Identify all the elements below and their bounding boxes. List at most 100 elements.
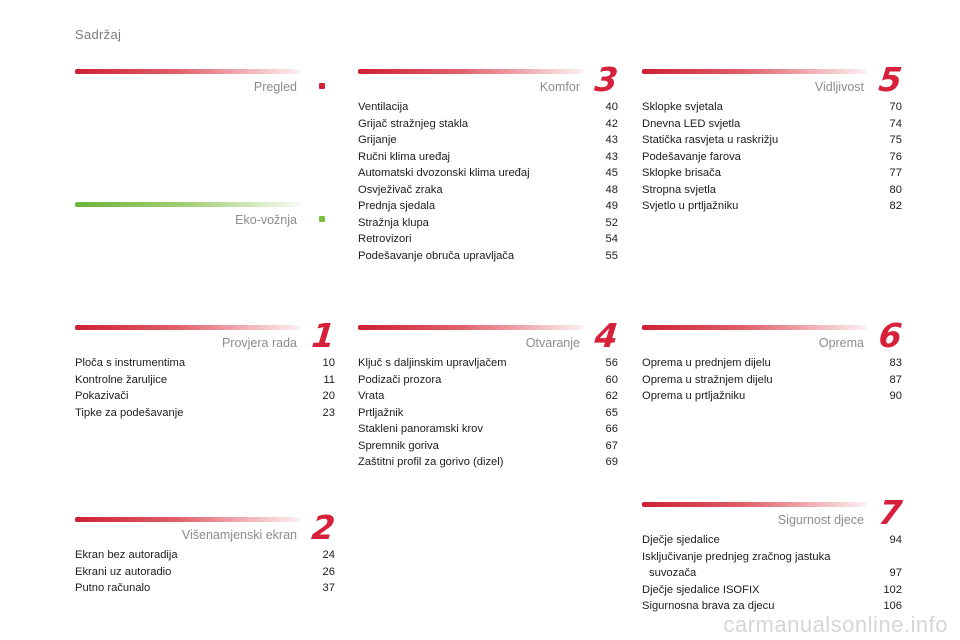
section-bar xyxy=(75,325,300,330)
toc-entry[interactable]: Stakleni panoramski krov 66 xyxy=(358,421,618,438)
toc-entry[interactable]: Spremnik goriva 67 xyxy=(358,438,618,455)
toc-entry-page: 45 xyxy=(605,167,618,179)
toc-entry[interactable]: Oprema u stražnjem dijelu 87 xyxy=(642,372,902,389)
toc-entry-label: Retrovizori xyxy=(358,233,412,245)
toc-entry-label: Tipke za podešavanje xyxy=(75,406,184,419)
toc-entry[interactable]: Grijanje 43 xyxy=(358,132,618,149)
toc-entry-label: Podizači prozora xyxy=(358,373,442,386)
toc-entry-page: 83 xyxy=(889,357,902,369)
toc-entry[interactable]: Oprema u prtljažniku 90 xyxy=(642,388,902,405)
toc-entry[interactable]: Ključ s daljinskim upravljačem 56 xyxy=(358,355,618,372)
toc-entry-page: 66 xyxy=(605,423,618,435)
toc-entry-label: Oprema u prednjem dijelu xyxy=(642,357,771,369)
toc-entry[interactable]: Automatski dvozonski klima uređaj 45 xyxy=(358,165,618,182)
section-vidljivost: Vidljivost 5 Sklopke svjetala 70 Dnevna L… xyxy=(642,60,904,215)
toc-entry[interactable]: Putno računalo 37 xyxy=(75,580,335,597)
toc-entry-label: Osvježivač zraka xyxy=(358,183,443,196)
toc-entry[interactable]: Podešavanje obruča upravljača 55 xyxy=(358,248,618,265)
section-number: 6 xyxy=(876,316,905,355)
toc-entry-label: Pokazivači xyxy=(75,390,129,402)
section-title[interactable]: Višenamjenski ekran xyxy=(181,528,297,542)
section-title[interactable]: Komfor xyxy=(539,80,580,94)
toc-entry-label: Spremnik goriva xyxy=(358,439,439,452)
toc-entry[interactable]: Ekrani uz autoradio 26 xyxy=(75,564,335,581)
toc-entry-label: Grijač stražnjeg stakla xyxy=(358,117,469,130)
section-bar xyxy=(642,69,867,74)
toc-entry-page: 70 xyxy=(889,101,902,113)
section-title[interactable]: Eko-vožnja xyxy=(235,213,297,227)
toc-entry[interactable]: Isključivanje prednjeg zračnog jastuka s… xyxy=(642,549,902,582)
section-title[interactable]: Sigurnost djece xyxy=(777,513,864,527)
section-oprema: Oprema 6 Oprema u prednjem dijelu 83 Opre… xyxy=(642,316,905,405)
toc-entry-label: Putno računalo xyxy=(75,582,151,594)
toc-entry[interactable]: Svjetlo u prtljažniku 82 xyxy=(642,198,902,215)
page-title: Sadržaj xyxy=(75,27,122,42)
toc-entry-label: Stražnja klupa xyxy=(358,216,429,229)
toc-entry[interactable]: Sklopke brisača 77 xyxy=(642,165,902,182)
toc-entry-page: 20 xyxy=(322,390,335,402)
toc-entry[interactable]: Prtljažnik 65 xyxy=(358,405,618,422)
toc-entry[interactable]: Oprema u prednjem dijelu 83 xyxy=(642,355,902,372)
toc-entry[interactable]: Dječje sjedalice 94 xyxy=(642,532,902,549)
toc-entry[interactable]: Stražnja klupa 52 xyxy=(358,215,618,232)
section-title[interactable]: Vidljivost xyxy=(814,80,864,94)
toc-entry[interactable]: Zaštitni profil za gorivo (dizel) 69 xyxy=(358,454,618,471)
toc-entry[interactable]: Stropna svjetla 80 xyxy=(642,182,902,199)
section-number: 3 xyxy=(592,60,621,99)
section-eko-voznja: Eko-vožnja xyxy=(75,199,335,233)
toc-entry-label: Dječje sjedalice ISOFIX xyxy=(642,583,760,596)
toc-entry-page: 43 xyxy=(605,134,618,146)
toc-entry-page: 37 xyxy=(322,582,335,594)
toc-entry-label: Prednja sjedala xyxy=(358,200,436,212)
toc-entry[interactable]: Podizači prozora 60 xyxy=(358,372,618,389)
section-title[interactable]: Pregled xyxy=(253,80,297,94)
toc-entry[interactable]: Dječje sjedalice ISOFIX 102 xyxy=(642,582,902,599)
toc-entry-label: Ploča s instrumentima xyxy=(75,357,186,369)
toc-entry-page: 87 xyxy=(889,373,902,386)
toc-entry-page: 52 xyxy=(605,216,618,229)
toc-entry[interactable]: Prednja sjedala 49 xyxy=(358,198,618,215)
watermark: carmanualsonline.info xyxy=(723,612,948,637)
toc-entry-page: 11 xyxy=(323,373,335,386)
section-title[interactable]: Oprema xyxy=(818,336,864,350)
toc-entry-page: 54 xyxy=(605,233,618,245)
toc-entry[interactable]: Grijač stražnjeg stakla 42 xyxy=(358,116,618,133)
toc-entry-label: Zaštitni profil za gorivo (dizel) xyxy=(358,456,504,468)
section-number: 2 xyxy=(309,508,338,547)
toc-entry[interactable]: Tipke za podešavanje 23 xyxy=(75,405,335,422)
toc-entry-label: Podešavanje obruča upravljača xyxy=(358,249,515,262)
section-pregled: Pregled xyxy=(75,66,335,100)
section-number: 1 xyxy=(309,316,338,355)
toc-entry-label: Stropna svjetla xyxy=(642,183,717,196)
toc-list: Oprema u prednjem dijelu 83 Oprema u stra… xyxy=(642,355,902,405)
toc-entry[interactable]: Pokazivači 20 xyxy=(75,388,335,405)
toc-entry[interactable]: Ventilacija 40 xyxy=(358,99,618,116)
toc-entry-page: 48 xyxy=(605,183,618,196)
toc-entry-page: 102 xyxy=(883,583,902,596)
section-title[interactable]: Otvaranje xyxy=(525,336,580,350)
toc-entry[interactable]: Ekran bez autoradija 24 xyxy=(75,547,335,564)
toc-entry[interactable]: Statička rasvjeta u raskrižju 75 xyxy=(642,132,902,149)
toc-entry[interactable]: Vrata 62 xyxy=(358,388,618,405)
toc-entry[interactable]: Kontrolne žaruljice 11 xyxy=(75,372,335,389)
toc-entry-page: 65 xyxy=(605,406,618,419)
toc-entry-label: Prtljažnik xyxy=(358,406,404,419)
toc-entry[interactable]: Dnevna LED svjetla 74 xyxy=(642,116,902,133)
toc-entry[interactable]: Retrovizori 54 xyxy=(358,231,618,248)
toc-entry[interactable]: Osvježivač zraka 48 xyxy=(358,182,618,199)
toc-entry-page: 82 xyxy=(889,200,902,212)
toc-entry-page: 55 xyxy=(605,249,618,262)
toc-entry[interactable]: Sklopke svjetala 70 xyxy=(642,99,902,116)
toc-entry-label: Ekrani uz autoradio xyxy=(75,565,172,578)
section-marker xyxy=(319,216,325,222)
toc-entry-label: Vrata xyxy=(358,390,385,402)
section-komfor: Komfor 3 Ventilacija 40 Grijač stražnjeg … xyxy=(358,60,621,265)
section-marker xyxy=(319,83,325,89)
toc-entry-label: Svjetlo u prtljažniku xyxy=(642,200,739,212)
toc-entry[interactable]: Ploča s instrumentima 10 xyxy=(75,355,335,372)
toc-entry[interactable]: Ručni klima uređaj 43 xyxy=(358,149,618,166)
toc-entry[interactable]: Podešavanje farova 76 xyxy=(642,149,902,166)
toc-entry[interactable]: Sigurnosna brava za djecu 106 xyxy=(642,598,902,615)
section-title[interactable]: Provjera rada xyxy=(221,336,297,350)
toc-entry-label: Grijanje xyxy=(358,134,397,146)
